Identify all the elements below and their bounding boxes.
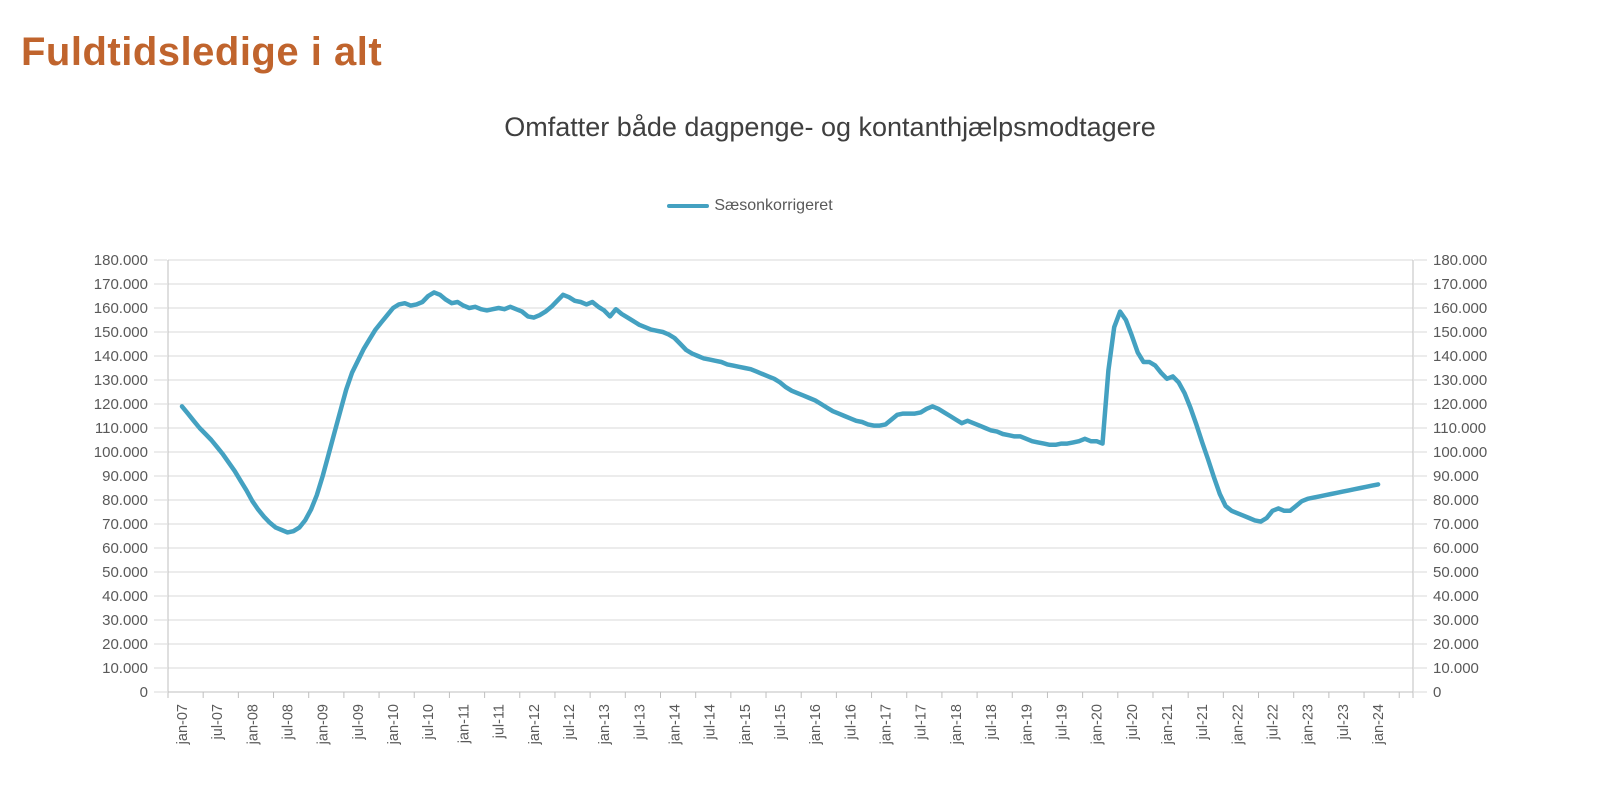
svg-text:jul-22: jul-22 (1266, 704, 1282, 740)
svg-text:jan-19: jan-19 (1019, 704, 1035, 745)
svg-text:jan-18: jan-18 (949, 704, 965, 745)
svg-text:jul-14: jul-14 (703, 704, 719, 740)
svg-text:jul-21: jul-21 (1195, 704, 1211, 740)
svg-text:jan-16: jan-16 (808, 704, 824, 745)
svg-text:jul-19: jul-19 (1054, 704, 1070, 740)
svg-text:jan-21: jan-21 (1160, 704, 1176, 745)
svg-text:100.000: 100.000 (1433, 444, 1487, 461)
svg-text:140.000: 140.000 (94, 348, 148, 365)
legend-line-swatch (667, 203, 710, 209)
svg-text:60.000: 60.000 (102, 540, 148, 557)
svg-text:120.000: 120.000 (1433, 396, 1487, 413)
svg-text:jul-08: jul-08 (281, 704, 297, 740)
svg-text:110.000: 110.000 (1433, 420, 1486, 437)
svg-text:jul-23: jul-23 (1336, 704, 1352, 740)
svg-text:160.000: 160.000 (94, 300, 148, 317)
legend-label: Sæsonkorrigeret (714, 197, 833, 214)
svg-text:jul-09: jul-09 (351, 704, 367, 740)
svg-text:jan-09: jan-09 (316, 704, 332, 745)
svg-text:jan-17: jan-17 (879, 704, 895, 745)
svg-text:jan-12: jan-12 (527, 704, 543, 745)
svg-text:jan-13: jan-13 (597, 704, 613, 745)
svg-text:170.000: 170.000 (1433, 276, 1487, 293)
svg-text:90.000: 90.000 (102, 468, 148, 485)
svg-text:10.000: 10.000 (102, 660, 148, 677)
svg-text:100.000: 100.000 (94, 444, 148, 461)
x-axis-ticks (167, 692, 1414, 698)
svg-text:50.000: 50.000 (1433, 564, 1479, 581)
svg-text:10.000: 10.000 (1433, 660, 1479, 677)
svg-text:jan-14: jan-14 (667, 704, 683, 745)
svg-text:jan-11: jan-11 (456, 704, 472, 744)
svg-text:40.000: 40.000 (102, 588, 148, 605)
y-gridlines (154, 259, 1427, 693)
svg-text:jul-15: jul-15 (773, 704, 789, 740)
svg-text:160.000: 160.000 (1433, 300, 1487, 317)
svg-text:jul-11: jul-11 (492, 704, 508, 739)
svg-text:60.000: 60.000 (1433, 540, 1479, 557)
svg-text:90.000: 90.000 (1433, 468, 1479, 485)
svg-text:130.000: 130.000 (94, 372, 148, 389)
svg-text:130.000: 130.000 (1433, 372, 1487, 389)
y-axis-labels-left: 0 10.000 20.000 30.000 40.000 50.000 60.000 70.… (94, 252, 148, 701)
svg-text:0: 0 (1433, 684, 1441, 701)
x-axis-labels: jan-07 jul-07 jan-08 jul-08 jan-09 jul-09 jan-… (175, 704, 1387, 745)
svg-text:jan-20: jan-20 (1090, 704, 1106, 745)
svg-text:jul-20: jul-20 (1125, 704, 1141, 740)
svg-text:30.000: 30.000 (102, 612, 148, 629)
svg-text:180.000: 180.000 (94, 252, 148, 269)
svg-text:170.000: 170.000 (94, 276, 148, 293)
svg-text:80.000: 80.000 (102, 492, 148, 509)
svg-text:70.000: 70.000 (1433, 516, 1479, 533)
svg-text:jul-10: jul-10 (421, 704, 437, 740)
svg-text:80.000: 80.000 (1433, 492, 1479, 509)
svg-text:jan-23: jan-23 (1301, 704, 1317, 745)
svg-text:jan-24: jan-24 (1371, 704, 1387, 745)
svg-text:jul-12: jul-12 (562, 704, 578, 740)
svg-text:20.000: 20.000 (102, 636, 148, 653)
svg-text:150.000: 150.000 (1433, 324, 1487, 341)
legend: Sæsonkorrigeret (450, 197, 1050, 215)
svg-text:jan-07: jan-07 (175, 704, 191, 745)
y-axis-labels-right: 0 10.000 20.000 30.000 40.000 50.000 60.000 70.… (1433, 252, 1487, 701)
chart-subtitle: Omfatter både dagpenge- og kontanthjælps… (504, 112, 1156, 142)
svg-text:jul-07: jul-07 (210, 704, 226, 740)
svg-text:20.000: 20.000 (1433, 636, 1479, 653)
svg-text:jan-10: jan-10 (386, 704, 402, 745)
svg-text:jan-08: jan-08 (245, 704, 261, 745)
svg-text:40.000: 40.000 (1433, 588, 1479, 605)
svg-text:jul-18: jul-18 (984, 704, 1000, 740)
svg-text:50.000: 50.000 (102, 564, 148, 581)
axis-lines (167, 260, 1414, 693)
svg-text:jul-17: jul-17 (914, 704, 930, 740)
svg-text:30.000: 30.000 (1433, 612, 1479, 629)
svg-text:jul-13: jul-13 (632, 704, 648, 740)
svg-text:120.000: 120.000 (94, 396, 148, 413)
svg-text:70.000: 70.000 (102, 516, 148, 533)
svg-text:180.000: 180.000 (1433, 252, 1487, 269)
series-line-saesonkorrigeret (179, 290, 1381, 535)
svg-text:jan-22: jan-22 (1230, 704, 1246, 745)
page-title: Fuldtidsledige i alt (21, 30, 383, 74)
svg-text:jan-15: jan-15 (738, 704, 754, 745)
svg-text:110.000: 110.000 (95, 420, 148, 437)
svg-text:140.000: 140.000 (1433, 348, 1487, 365)
svg-text:0: 0 (140, 684, 148, 701)
svg-text:jul-16: jul-16 (843, 704, 859, 740)
svg-text:150.000: 150.000 (94, 324, 148, 341)
